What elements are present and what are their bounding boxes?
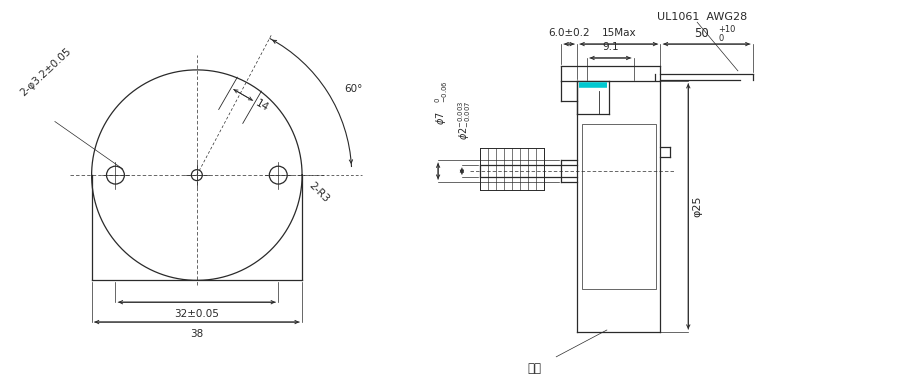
Text: φ25: φ25: [692, 196, 702, 217]
Text: 60°: 60°: [345, 84, 363, 94]
Text: 38: 38: [190, 329, 203, 339]
Text: 32±0.05: 32±0.05: [174, 309, 219, 319]
Text: 0: 0: [718, 34, 723, 43]
Text: 6.0±0.2: 6.0±0.2: [548, 28, 589, 38]
Text: 2-φ3.2±0.05: 2-φ3.2±0.05: [18, 46, 73, 98]
Text: 9.1: 9.1: [602, 42, 618, 52]
Text: $\phi$2$^{-0.003}_{-0.007}$: $\phi$2$^{-0.003}_{-0.007}$: [456, 100, 473, 140]
Text: 14: 14: [253, 98, 270, 114]
Text: 15Max: 15Max: [601, 28, 635, 38]
Text: 50: 50: [694, 27, 708, 40]
Text: UL1061  AWG28: UL1061 AWG28: [657, 12, 747, 22]
Text: +10: +10: [718, 25, 735, 34]
Text: 2-R3: 2-R3: [307, 181, 331, 205]
Text: 标签: 标签: [527, 362, 541, 375]
Bar: [582, 124, 655, 289]
Text: $\phi$7   $^0_{-0.06}$: $\phi$7 $^0_{-0.06}$: [433, 81, 450, 125]
